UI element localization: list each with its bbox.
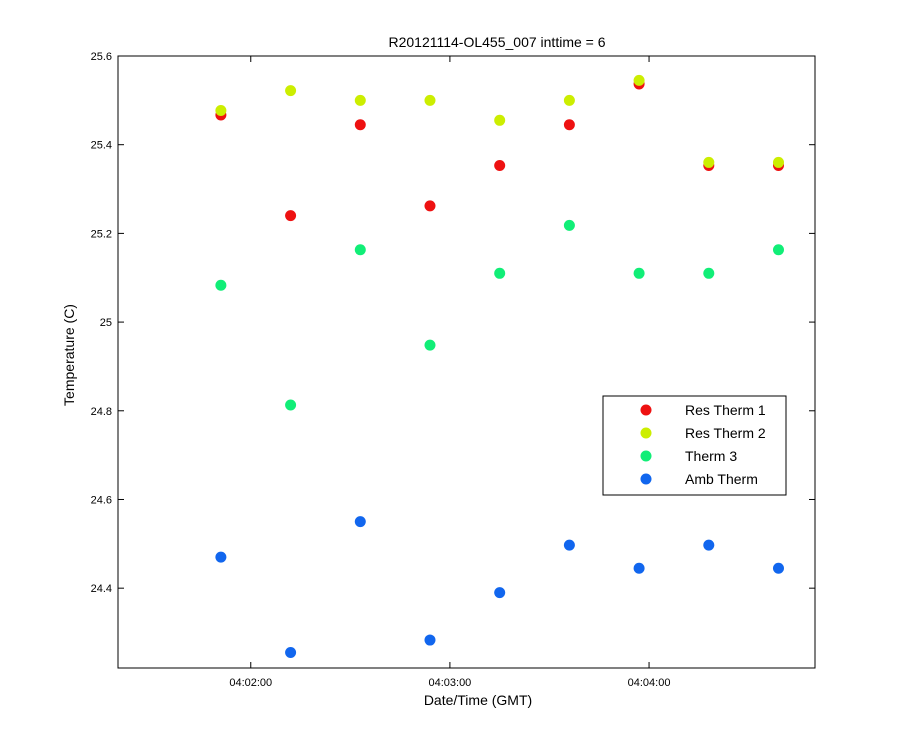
y-tick-label: 25.4 (91, 140, 112, 152)
y-tick-label: 25.6 (91, 51, 112, 63)
plot-area (117, 55, 816, 669)
data-point (285, 85, 297, 97)
data-point (424, 339, 436, 351)
data-points (215, 74, 784, 658)
data-point (494, 160, 506, 172)
data-point (494, 267, 506, 279)
axis-ticks: 24.4 24.6 24.8 25 25.2 25.4 25.6 04:02:00 04:03:… (91, 51, 815, 689)
legend-label: Res Therm 1 (685, 402, 766, 418)
data-point (563, 119, 575, 131)
data-point (285, 646, 297, 658)
data-point (215, 105, 227, 117)
legend-box (602, 395, 787, 496)
data-point (215, 279, 227, 291)
data-point (563, 94, 575, 106)
data-point (424, 634, 436, 646)
legend-marker (640, 427, 652, 439)
data-point (633, 74, 645, 86)
series-therm-3 (215, 219, 784, 411)
legend-marker (640, 473, 652, 485)
series-amb-therm (215, 516, 784, 658)
x-axis-label: Date/Time (GMT) (424, 692, 532, 708)
legend-label: Amb Therm (685, 471, 758, 487)
chart-title: R20121114-OL455_007 inttime = 6 (388, 34, 605, 50)
data-point (424, 94, 436, 106)
legend-marker (640, 450, 652, 462)
data-point (633, 562, 645, 574)
data-point (285, 399, 297, 411)
x-tick-label: 04:03:00 (428, 677, 471, 689)
data-point (354, 516, 366, 528)
x-tick-label: 04:04:00 (628, 677, 671, 689)
y-tick-label: 24.4 (91, 583, 112, 595)
data-point (215, 551, 227, 563)
legend-label: Therm 3 (685, 448, 737, 464)
legend: Res Therm 1 Res Therm 2 Therm 3 Amb Therm (602, 395, 787, 496)
data-point (703, 156, 715, 168)
data-point (354, 94, 366, 106)
data-point (772, 562, 784, 574)
data-point (772, 156, 784, 168)
y-tick-label: 25.2 (91, 228, 112, 240)
data-point (354, 244, 366, 256)
data-point (494, 587, 506, 599)
data-point (563, 539, 575, 551)
y-axis-label: Temperature (C) (61, 304, 77, 406)
y-tick-label: 24.6 (91, 494, 112, 506)
data-point (703, 267, 715, 279)
data-point (633, 267, 645, 279)
data-point (772, 244, 784, 256)
x-tick-label: 04:02:00 (229, 677, 272, 689)
data-point (703, 539, 715, 551)
legend-marker (640, 404, 652, 416)
data-point (494, 114, 506, 126)
legend-label: Res Therm 2 (685, 425, 766, 441)
data-point (285, 210, 297, 222)
data-point (424, 200, 436, 212)
series-res-therm-2 (215, 74, 784, 168)
data-point (563, 219, 575, 231)
y-tick-label: 25 (100, 317, 112, 329)
y-tick-label: 24.8 (91, 406, 112, 418)
data-point (354, 119, 366, 131)
